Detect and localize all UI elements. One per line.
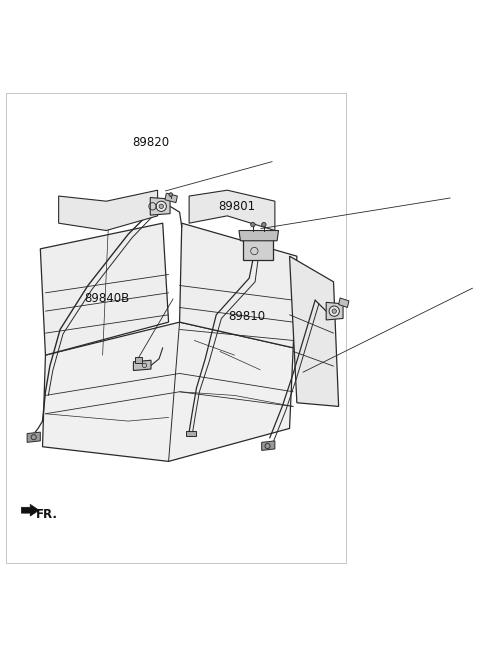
Text: 89840B: 89840B: [84, 292, 130, 305]
Text: 89820: 89820: [132, 136, 169, 149]
Text: 89810: 89810: [228, 310, 266, 323]
Polygon shape: [180, 223, 297, 348]
Polygon shape: [339, 298, 349, 308]
Polygon shape: [40, 223, 168, 355]
Polygon shape: [189, 190, 275, 230]
Polygon shape: [133, 360, 151, 371]
Polygon shape: [27, 432, 40, 442]
Polygon shape: [243, 239, 273, 260]
Text: FR.: FR.: [36, 508, 58, 521]
Circle shape: [251, 222, 255, 227]
Circle shape: [329, 306, 339, 316]
Circle shape: [332, 309, 336, 314]
Circle shape: [156, 201, 167, 211]
Polygon shape: [22, 504, 39, 516]
Polygon shape: [150, 197, 170, 215]
Circle shape: [159, 204, 164, 209]
Circle shape: [169, 193, 173, 196]
Polygon shape: [239, 230, 278, 241]
Polygon shape: [186, 430, 196, 436]
Polygon shape: [165, 193, 178, 203]
Polygon shape: [289, 256, 339, 407]
Polygon shape: [326, 302, 343, 320]
Text: 89801: 89801: [218, 199, 255, 213]
Polygon shape: [135, 358, 142, 363]
Circle shape: [262, 222, 266, 227]
Polygon shape: [262, 441, 275, 451]
Polygon shape: [43, 322, 293, 461]
Polygon shape: [59, 190, 157, 230]
